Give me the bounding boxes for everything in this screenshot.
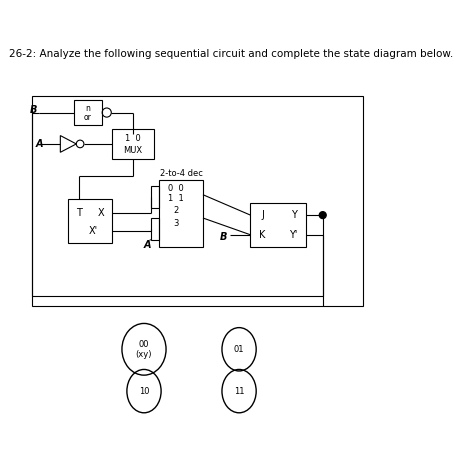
Text: 11: 11 (234, 386, 244, 396)
Text: K: K (259, 230, 266, 240)
Text: A: A (144, 240, 152, 250)
Bar (159, 180, 203, 246)
Text: 3: 3 (173, 219, 179, 228)
Bar (250, 203, 306, 246)
Text: A: A (36, 139, 43, 149)
Text: Y': Y' (289, 230, 298, 240)
Circle shape (319, 212, 326, 218)
Text: X: X (98, 208, 104, 218)
Text: 0  0: 0 0 (168, 184, 184, 192)
Text: 1  1: 1 1 (168, 194, 184, 202)
Text: B: B (220, 232, 228, 242)
Text: J: J (261, 210, 264, 220)
Text: 10: 10 (139, 386, 149, 396)
Text: 00
(xy): 00 (xy) (136, 340, 152, 359)
Text: 2-to-4 dec: 2-to-4 dec (160, 169, 202, 178)
Bar (112, 129, 154, 159)
Text: T: T (76, 208, 82, 218)
Text: 26-2: Analyze the following sequential circuit and complete the state diagram be: 26-2: Analyze the following sequential c… (9, 49, 453, 59)
Text: Y: Y (291, 210, 296, 220)
Text: X': X' (89, 226, 98, 236)
Bar (151, 186, 159, 208)
Bar (73, 100, 102, 125)
Text: 01: 01 (234, 345, 244, 354)
Bar (32, 96, 363, 306)
Text: or: or (84, 113, 92, 123)
Text: n: n (85, 104, 91, 113)
Text: 2: 2 (173, 206, 178, 215)
Bar (151, 218, 159, 240)
Text: MUX: MUX (123, 146, 142, 155)
Text: B: B (30, 105, 37, 114)
Bar (68, 199, 112, 243)
Text: 1  0: 1 0 (125, 134, 140, 143)
